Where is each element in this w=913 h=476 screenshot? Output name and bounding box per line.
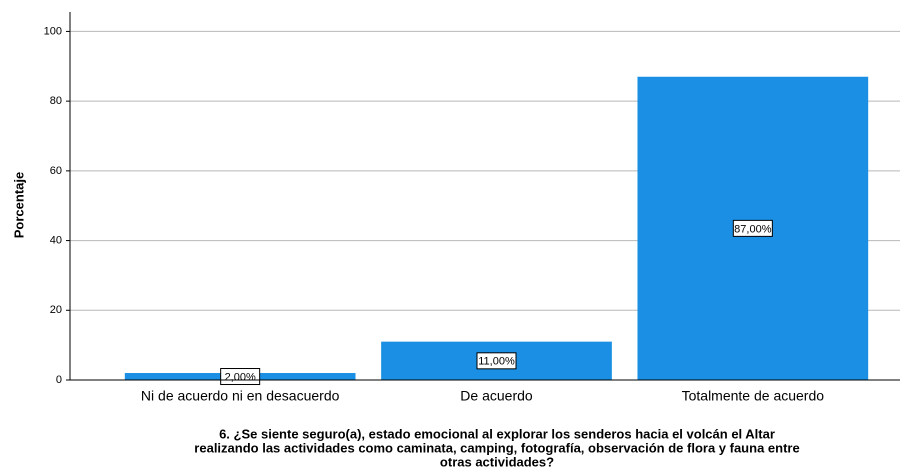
y-tick-label: 80 bbox=[50, 95, 62, 107]
y-tick-label: 40 bbox=[50, 234, 62, 246]
value-label-box bbox=[476, 352, 517, 370]
value-label: 87,00% bbox=[734, 223, 772, 235]
y-tick-label: 100 bbox=[44, 25, 62, 37]
value-label: 2,00% bbox=[225, 371, 256, 383]
x-tick-label: De acuerdo bbox=[460, 388, 533, 404]
x-axis-label: otras actividades? bbox=[440, 454, 554, 469]
y-tick-label: 20 bbox=[50, 304, 62, 316]
value-label-box bbox=[220, 368, 261, 386]
x-tick-label: Totalmente de acuerdo bbox=[682, 388, 825, 404]
x-axis-label: realizando las actividades como caminata… bbox=[194, 440, 799, 455]
x-axis-label: 6. ¿Se siente seguro(a), estado emociona… bbox=[219, 426, 775, 441]
y-tick-label: 60 bbox=[50, 165, 62, 177]
value-label-box bbox=[732, 219, 773, 237]
x-tick-label: Ni de acuerdo ni en desacuerdo bbox=[141, 388, 340, 404]
y-axis-label: Porcentaje bbox=[11, 172, 26, 238]
value-label: 11,00% bbox=[478, 356, 515, 368]
y-tick-label: 0 bbox=[56, 374, 62, 386]
